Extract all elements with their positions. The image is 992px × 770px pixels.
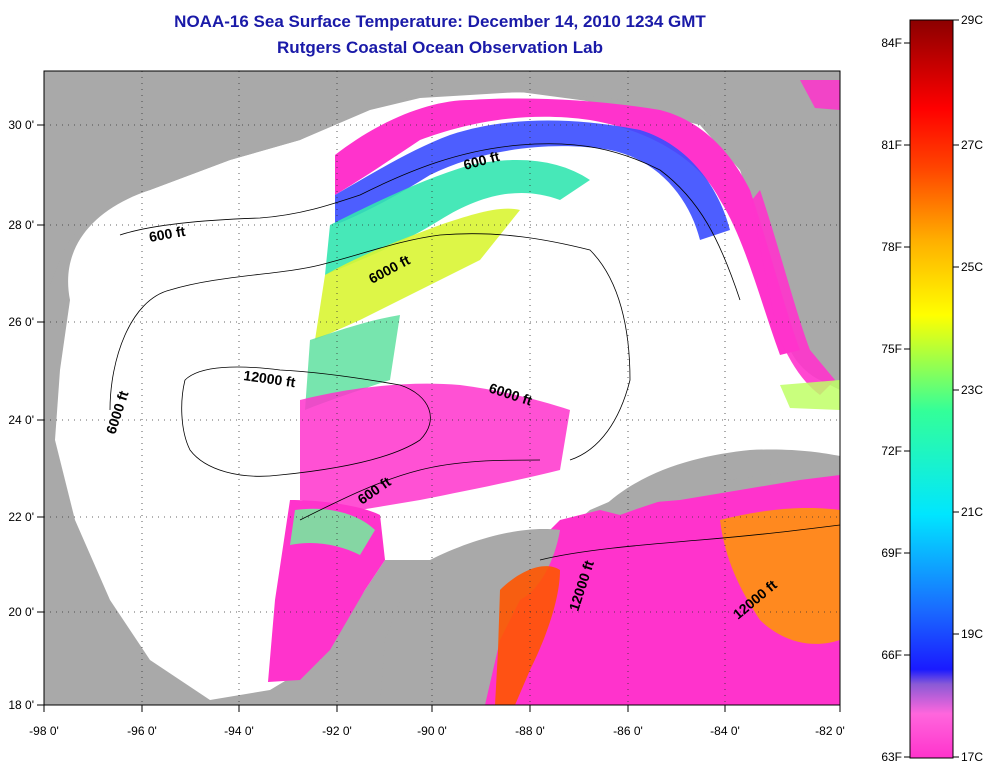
- x-tick-label: -86 0': [613, 724, 643, 738]
- x-tick-label: -90 0': [417, 724, 447, 738]
- contour-600-south-line: [299, 459, 541, 521]
- sst-straits: [780, 380, 840, 410]
- contour-caribbean-line: [539, 524, 840, 561]
- x-tick-label: -94 0': [224, 724, 254, 738]
- sst-blue-band: [335, 120, 730, 240]
- cuba-land: [600, 449, 840, 515]
- axis-ticks: [37, 124, 841, 712]
- colorbar-f-label: 63F: [881, 750, 902, 764]
- sst-florida-coast: [752, 190, 835, 395]
- colorbar: 84F 81F 78F 75F 72F 69F 66F 63F 29C 27C …: [881, 13, 983, 764]
- x-tick-label: -92 0': [322, 724, 352, 738]
- x-tick-label: -96 0': [127, 724, 157, 738]
- colorbar-f-label: 81F: [881, 138, 902, 152]
- contour-6000-line: [109, 233, 631, 461]
- x-tick-label: -98 0': [29, 724, 59, 738]
- x-tick-label: -82 0': [815, 724, 845, 738]
- contour-label: 600 ft: [148, 223, 187, 245]
- map-subtitle: Rutgers Coastal Ocean Observation Lab: [277, 38, 603, 57]
- colorbar-f-label: 84F: [881, 36, 902, 50]
- sst-warm-east-caribbean: [720, 508, 840, 644]
- map-title: NOAA-16 Sea Surface Temperature: Decembe…: [174, 12, 706, 31]
- sst-swath-left: [305, 315, 400, 410]
- colorbar-c-label: 17C: [961, 750, 983, 764]
- bathymetry-contours: [109, 143, 840, 561]
- sst-warm-west-caribbean: [495, 566, 560, 705]
- colorbar-c-label: 19C: [961, 627, 983, 641]
- y-tick-label: 22 0': [8, 510, 34, 524]
- y-tick-label: 30 0': [8, 118, 34, 132]
- sst-campeche-green: [290, 508, 375, 555]
- map-grid: [44, 71, 840, 705]
- x-tick-label: -84 0': [710, 724, 740, 738]
- colorbar-f-label: 66F: [881, 648, 902, 662]
- us-coast-land: [44, 71, 840, 300]
- x-tick-label: -88 0': [515, 724, 545, 738]
- map-plot-area: [44, 71, 840, 705]
- y-axis-labels: 30 0' 28 0' 26 0' 24 0' 22 0' 20 0' 18 0…: [8, 118, 34, 712]
- y-tick-label: 28 0': [8, 218, 34, 232]
- sst-yellow-band: [315, 208, 520, 340]
- y-tick-label: 24 0': [8, 413, 34, 427]
- y-tick-label: 20 0': [8, 605, 34, 619]
- colorbar-c-label: 29C: [961, 13, 983, 27]
- y-tick-label: 18 0': [8, 698, 34, 712]
- colorbar-f-label: 69F: [881, 546, 902, 560]
- plot-frame: [43, 70, 841, 706]
- contour-600-line: [119, 143, 741, 301]
- colorbar-f-label: 72F: [881, 444, 902, 458]
- contour-12000-line: [181, 366, 431, 477]
- colorbar-gradient: [909, 19, 954, 759]
- y-tick-label: 26 0': [8, 315, 34, 329]
- colorbar-f-label: 78F: [881, 240, 902, 254]
- colorbar-c-label: 23C: [961, 383, 983, 397]
- colorbar-c-label: 21C: [961, 505, 983, 519]
- colorbar-c-label: 25C: [961, 260, 983, 274]
- florida-land: [740, 125, 840, 385]
- colorbar-c-label: 27C: [961, 138, 983, 152]
- contour-label: 12000 ft: [243, 367, 297, 390]
- sst-atlantic: [800, 80, 840, 110]
- colorbar-f-label: 75F: [881, 342, 902, 356]
- x-axis-labels: -98 0' -96 0' -94 0' -92 0' -90 0' -88 0…: [29, 724, 845, 738]
- yucatan-land: [380, 529, 560, 705]
- sst-pink-central: [300, 383, 570, 510]
